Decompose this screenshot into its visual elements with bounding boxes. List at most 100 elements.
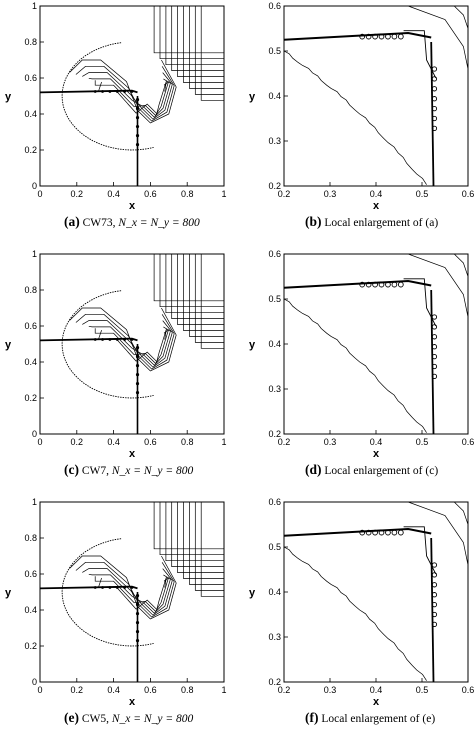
x-tick-label: 0.2 [278, 685, 291, 695]
vortex-rollup [431, 582, 438, 588]
x-axis-label: x [129, 696, 136, 708]
contour-line [88, 325, 171, 366]
panel-b: 0.2 0.3 0.4 0.5 0.6 0.2 0.3 0.4 0.5 0.6 x y [249, 1, 474, 212]
x-tick-label: 0.4 [370, 437, 383, 447]
vortex-rollup [359, 529, 366, 536]
y-tick-label: 0.3 [268, 384, 281, 394]
slip-line-vertical [430, 289, 435, 435]
shock-boundary [61, 42, 154, 151]
caption-text-a: CW73, [82, 217, 116, 229]
vortex-rollup [431, 86, 438, 92]
vortex-rollup [359, 33, 366, 40]
x-axis-label: x [373, 448, 380, 460]
shock-boundary [61, 538, 154, 647]
vortex-rollup [391, 529, 398, 536]
contour-line [177, 6, 224, 77]
x-tick-label: 0.4 [370, 685, 383, 695]
contour-line [200, 6, 224, 101]
caption-tag-d: (d) [305, 462, 322, 477]
x-tick-label: 0.8 [181, 685, 194, 695]
contour-line [75, 561, 175, 618]
contour-lines [39, 254, 224, 434]
contour-line [153, 254, 224, 302]
x-tick-label: 0.6 [144, 189, 157, 199]
vortex-mark [135, 391, 140, 395]
caption-tag-a: (a) [64, 214, 80, 229]
y-axis-label: y [249, 339, 256, 351]
vortex-rollup [385, 281, 391, 288]
contour-line [403, 526, 437, 575]
vortex-mark [115, 90, 119, 93]
contour-line [153, 6, 224, 54]
caption-text-d: Local enlargement of (c) [324, 465, 439, 477]
panel-d: 0.2 0.3 0.4 0.5 0.6 0.2 0.3 0.4 0.5 0.6 x y [249, 249, 474, 460]
contour-line [177, 254, 224, 325]
contour-line [194, 502, 224, 591]
x-tick-label: 0.4 [107, 685, 120, 695]
x-tick-label: 0 [37, 437, 42, 447]
vortex-rollup [385, 33, 391, 40]
x-tick-label: 0.3 [324, 189, 337, 199]
contour-line [453, 253, 469, 277]
contour-line [159, 254, 224, 308]
vortex-rollup [431, 592, 438, 598]
contour-line [88, 77, 171, 118]
y-tick-label: 0.2 [268, 677, 281, 687]
vortex-mark [108, 586, 112, 589]
contour-line [165, 254, 224, 314]
panel-f: 0.2 0.3 0.4 0.5 0.6 0.2 0.3 0.4 0.5 0.6 x y [249, 497, 474, 708]
y-tick-label: 0.2 [268, 429, 281, 439]
y-tick-label: 0.4 [24, 357, 37, 367]
vortex-mark [135, 134, 140, 138]
x-tick-label: 0.6 [462, 685, 474, 695]
y-axis-label: y [5, 91, 12, 103]
y-tick-label: 0.8 [24, 533, 37, 543]
contour-line [189, 254, 224, 337]
vortex-mark [130, 586, 134, 589]
vortex-rollup [431, 314, 438, 320]
contour-lines [283, 5, 469, 187]
contour-line [75, 65, 175, 122]
vortex-mark [135, 98, 140, 102]
x-tick-label: 0.5 [416, 189, 429, 199]
x-tick-label: 0.2 [71, 189, 84, 199]
vortex-rollup [431, 115, 438, 122]
vortex-rollup [397, 281, 404, 288]
caption-e: (e) CW5, N_x = N_y = 800 [64, 710, 193, 726]
vortex-mark [93, 338, 97, 341]
vortex-mark [108, 90, 112, 93]
panel-e: 0 0.2 0.4 0.6 0.8 1 0 0.2 0.4 0.6 0.8 1 x y [5, 497, 227, 708]
x-tick-label: 0.2 [278, 437, 291, 447]
y-tick-label: 0.6 [268, 249, 281, 259]
y-axis-label: y [249, 587, 256, 599]
caption-tag-b: (b) [305, 214, 322, 229]
contour-line [283, 546, 427, 681]
vortex-mark [130, 90, 134, 93]
contour-line [283, 50, 427, 185]
plot-frame [283, 253, 469, 435]
vortex-mark [123, 90, 127, 93]
vortex-rollup [431, 572, 438, 578]
contour-line [453, 501, 469, 525]
slip-line-vertical [430, 41, 435, 187]
vortex-rollup [397, 33, 404, 40]
vortex-rollup [431, 105, 438, 112]
vortex-rollup [431, 76, 438, 82]
vortex-rollup [431, 611, 438, 618]
vortex-rollup [431, 601, 438, 608]
y-tick-label: 0.6 [24, 569, 37, 579]
vortex-rollup [391, 33, 398, 40]
y-tick-label: 0.5 [268, 46, 281, 56]
x-tick-label: 0 [37, 685, 42, 695]
panel-c: 0 0.2 0.4 0.6 0.8 1 0 0.2 0.4 0.6 0.8 1 x y [5, 249, 227, 460]
y-tick-label: 0.6 [24, 73, 37, 83]
vortex-mark [115, 338, 119, 341]
vortex-rollup [378, 33, 385, 40]
y-axis-label: y [5, 339, 12, 351]
vortex-rollup [372, 281, 378, 288]
panel-a: 0 0.2 0.4 0.6 0.8 1 0 0.2 0.4 0.6 0.8 1 x y [5, 1, 227, 212]
vortex-rollup [372, 33, 378, 40]
vortex-rollup [397, 529, 404, 536]
vortex-rollup [378, 281, 385, 288]
